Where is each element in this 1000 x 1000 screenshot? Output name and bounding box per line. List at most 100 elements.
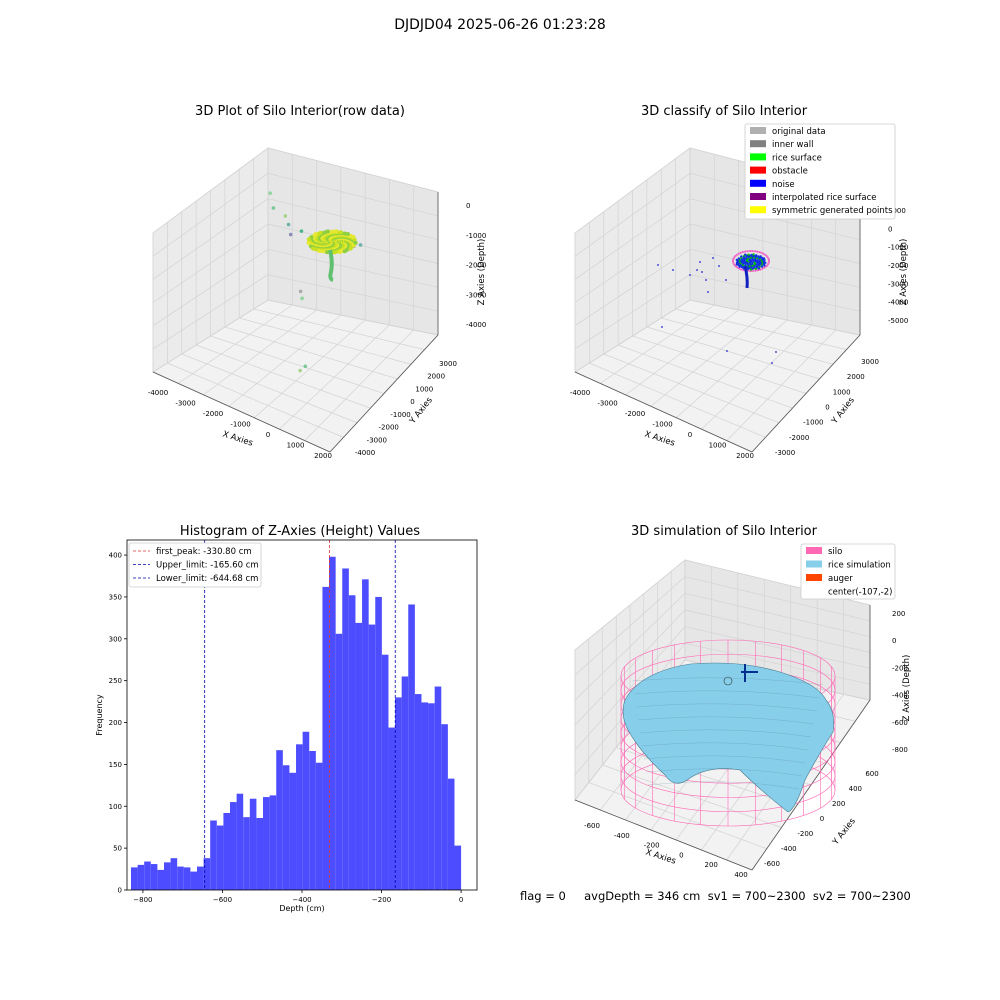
y-tick-label: 200 xyxy=(109,719,122,727)
rice-surface-point xyxy=(338,250,342,254)
rice-surface-point xyxy=(333,250,337,255)
z-tick-label: -4000 xyxy=(888,299,908,307)
noise-point xyxy=(672,269,674,271)
rice-surface-point xyxy=(754,267,757,271)
grid-line xyxy=(588,782,767,850)
rice-surface-point xyxy=(342,231,347,236)
rice-surface-point xyxy=(764,261,767,264)
grid-line xyxy=(239,317,412,365)
rice-surface-point xyxy=(738,265,741,268)
legend-label: Upper_limit: -165.60 cm xyxy=(156,561,259,571)
rice-surface-point xyxy=(331,229,335,234)
raw-data-point xyxy=(271,206,276,210)
histogram-bar xyxy=(183,867,191,890)
x-tick-label: −200 xyxy=(372,896,391,904)
z-tick-label: -800 xyxy=(892,746,908,754)
y-tick-label: 150 xyxy=(109,761,122,769)
histogram-bar xyxy=(203,858,211,890)
rice-surface-point xyxy=(325,250,329,255)
histogram-bar xyxy=(309,751,316,890)
histogram-bar xyxy=(428,703,435,890)
rice-surface-point xyxy=(338,230,343,235)
z-tick-label: -200 xyxy=(892,664,908,672)
y-tick-label: 50 xyxy=(113,845,122,853)
x-tick-label: 200 xyxy=(705,861,718,869)
z-tick-label: -3000 xyxy=(888,280,908,288)
histogram-bar xyxy=(329,556,336,890)
histogram-bar xyxy=(322,586,330,890)
histogram-bar xyxy=(130,867,138,890)
grid-line xyxy=(196,344,371,409)
rice-mesh-line xyxy=(631,677,824,686)
x-tick-label: -4000 xyxy=(570,389,590,397)
rice-surface-point xyxy=(348,246,353,251)
grid-line xyxy=(267,274,439,312)
rice-mesh-line xyxy=(635,703,818,712)
histogram-legend-box xyxy=(128,542,262,588)
y-tick-label: 100 xyxy=(109,803,122,811)
y-tick-label: -2000 xyxy=(379,424,399,432)
legend-label: first_peak: -330.80 cm xyxy=(156,547,252,557)
y-tick-label: 600 xyxy=(865,770,878,778)
rice-surface-point xyxy=(314,232,318,236)
rice-surface-point xyxy=(306,237,311,242)
histogram-bar xyxy=(137,864,145,890)
rice-surface-point xyxy=(744,253,747,256)
rice-surface-point xyxy=(740,265,743,269)
legend-box xyxy=(744,123,896,220)
x-tick-label: 0 xyxy=(459,896,463,904)
legend-swatch xyxy=(806,547,822,554)
rice-surface-point xyxy=(752,253,755,256)
histogram-bar xyxy=(395,697,402,890)
histogram-bar xyxy=(362,579,369,890)
histogram-bar xyxy=(157,869,164,890)
rice-surface-point xyxy=(763,264,766,267)
legend-label: rice surface xyxy=(772,153,822,163)
z-tick-label: -5000 xyxy=(888,317,908,325)
y-tick-label: -200 xyxy=(797,830,813,838)
noise-point xyxy=(712,257,714,259)
noise-point xyxy=(696,269,698,271)
legend-label: noise xyxy=(772,180,795,190)
rice-surface-point xyxy=(750,253,753,257)
grid-line xyxy=(574,173,691,257)
x-tick-label: -2000 xyxy=(625,410,645,418)
grid-line xyxy=(684,576,871,622)
histogram-bar xyxy=(197,866,204,890)
grid-line xyxy=(267,248,439,288)
z-tick-label: 0 xyxy=(892,637,896,645)
rice-surface-point xyxy=(735,263,738,266)
y-tick-label: 0 xyxy=(820,815,824,823)
legend-swatch xyxy=(750,127,766,134)
grid-line xyxy=(689,299,861,336)
legend-swatch xyxy=(750,140,766,148)
z-tick-label: -4000 xyxy=(466,321,486,329)
rice-surface-point xyxy=(762,257,766,260)
grid-line xyxy=(689,274,861,312)
y-tick-label: -3000 xyxy=(775,449,795,457)
rice-surface-point xyxy=(317,249,322,253)
histogram-bar xyxy=(388,727,396,890)
grid-line xyxy=(267,198,439,241)
histogram-bar xyxy=(315,762,323,890)
y-axis-line xyxy=(751,334,861,453)
z-axis-label: Z Axies (Depth) xyxy=(902,655,912,722)
noise-point xyxy=(771,362,773,364)
grid-line xyxy=(152,147,269,234)
rice-surface-point xyxy=(755,254,758,257)
raw-data-point xyxy=(300,296,304,301)
x-axis-label: X Axies xyxy=(644,847,677,866)
grid-line xyxy=(684,609,871,653)
z-tick-label: -3000 xyxy=(466,291,486,299)
legend-label: symmetric generated points xyxy=(772,206,893,216)
histogram-bar xyxy=(289,772,297,890)
raw-data-point xyxy=(298,368,302,373)
grid-line xyxy=(646,326,820,380)
rice-surface-point xyxy=(747,253,750,256)
grid-line xyxy=(152,173,269,257)
z-tick-label: -1000 xyxy=(888,244,908,252)
grid-line xyxy=(181,353,358,424)
legend-label: Lower_limit: -644.68 cm xyxy=(156,574,258,584)
legend-label: inner wall xyxy=(772,140,813,150)
rice-surface-point xyxy=(735,258,739,262)
